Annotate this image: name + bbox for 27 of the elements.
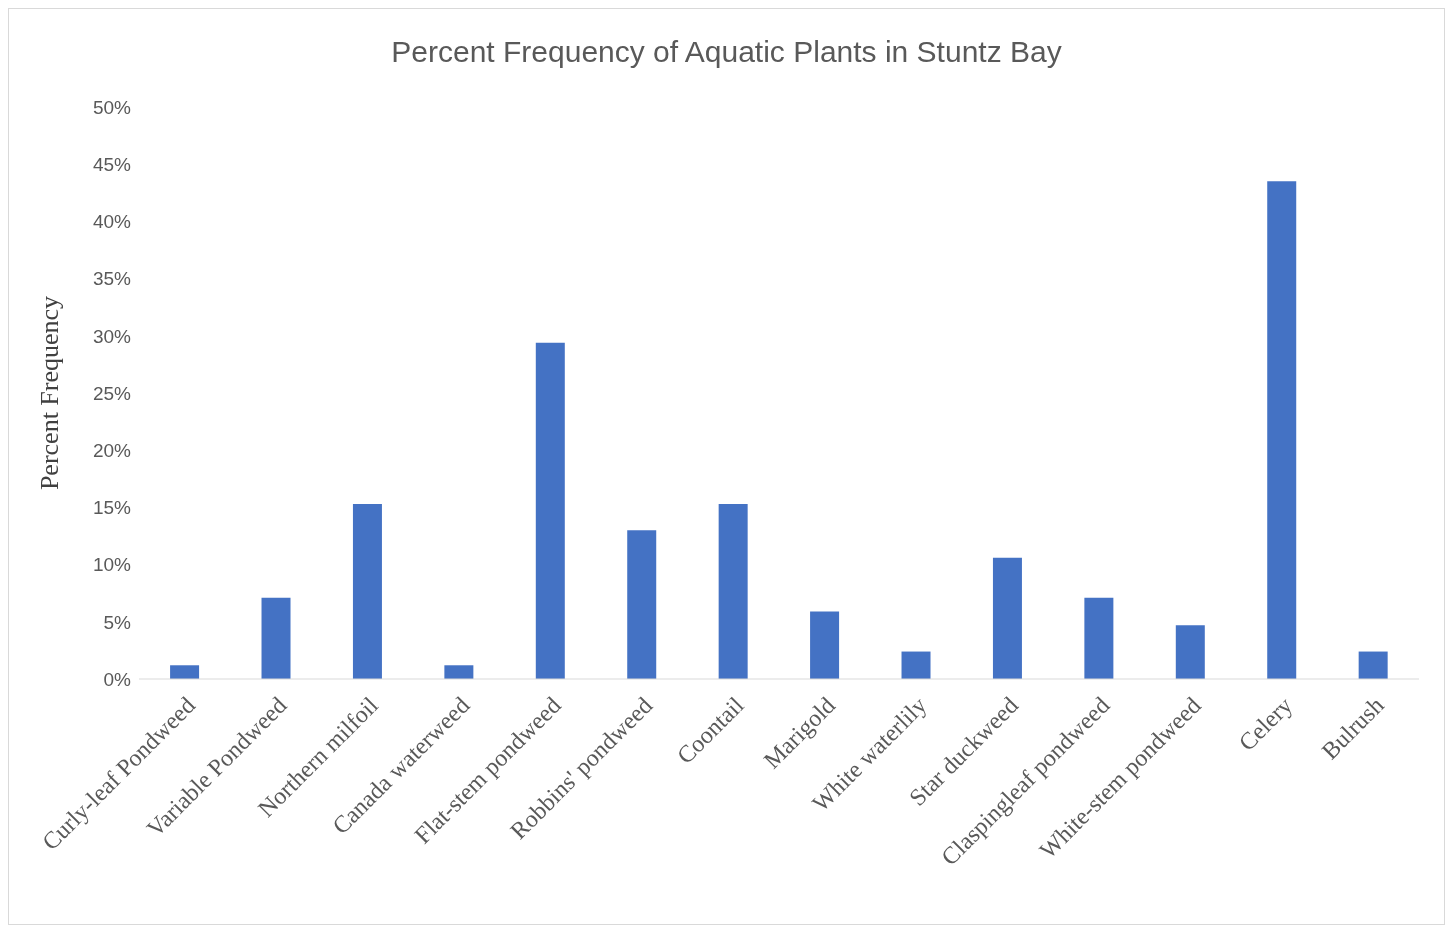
- bar: [444, 665, 474, 679]
- y-tick-label: 15%: [92, 497, 132, 519]
- y-axis-title: Percent Frequency: [35, 295, 65, 491]
- bar: [535, 342, 565, 679]
- bar: [718, 503, 748, 679]
- bar: [992, 557, 1022, 679]
- y-tick-label: 35%: [92, 268, 132, 290]
- bar: [901, 651, 931, 679]
- y-tick-label: 20%: [92, 439, 132, 461]
- y-tick-label: 30%: [92, 325, 132, 347]
- bar: [1084, 597, 1114, 679]
- y-tick-label: 25%: [92, 382, 132, 404]
- bar: [1267, 181, 1297, 679]
- y-tick-label: 50%: [92, 96, 132, 118]
- bar: [261, 597, 291, 679]
- chart-title: Percent Frequency of Aquatic Plants in Stuntz Bay: [390, 35, 1063, 69]
- bar: [810, 611, 840, 679]
- bar: [1358, 651, 1388, 679]
- bar: [352, 503, 382, 679]
- bar: [1175, 625, 1205, 679]
- y-tick-label: 45%: [92, 153, 132, 175]
- y-tick-label: 40%: [92, 211, 132, 233]
- y-tick-label: 0%: [103, 668, 132, 690]
- bar: [627, 530, 657, 679]
- bar: [170, 665, 200, 679]
- y-tick-label: 5%: [103, 611, 132, 633]
- y-tick-label: 10%: [92, 554, 132, 576]
